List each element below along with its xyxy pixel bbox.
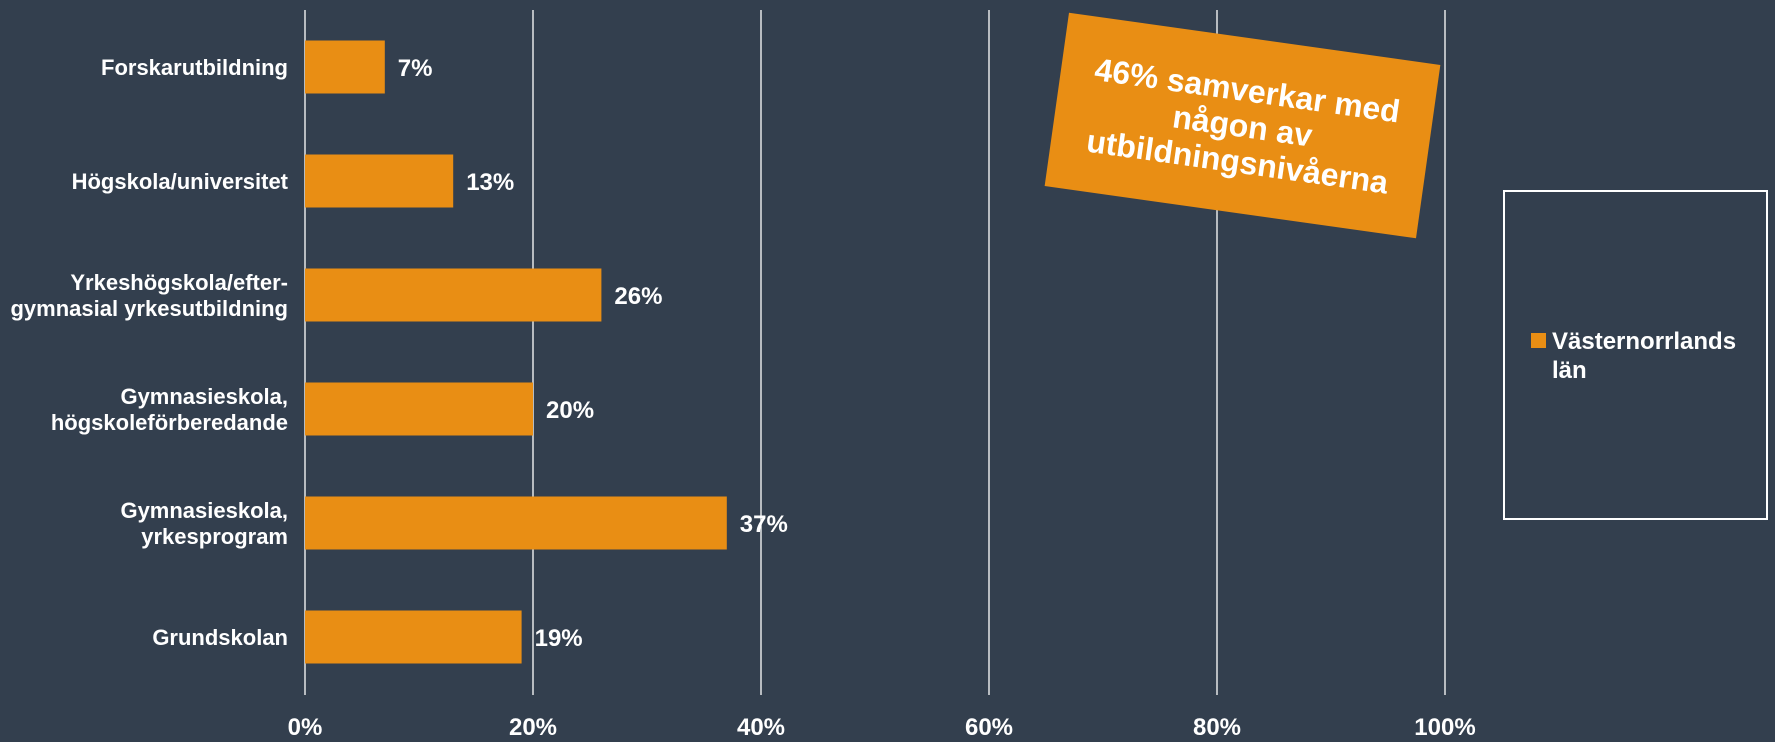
x-tick-label-40: 40% [737, 714, 785, 741]
bar-5 [305, 610, 522, 664]
data-label-4: 37% [740, 511, 788, 538]
category-label-4: Gymnasieskola, yrkesprogram [120, 498, 288, 549]
bar-4 [305, 496, 727, 550]
category-label-1: Högskola/universitet [72, 169, 289, 194]
bar-0 [305, 40, 385, 94]
bar-3 [305, 382, 533, 436]
category-label-2: Yrkeshögskola/efter-gymnasial yrkesutbil… [10, 270, 288, 321]
legend-item: Västernorrlands län [1531, 327, 1762, 385]
category-label-3: Gymnasieskola, högskoleförberedande [51, 384, 288, 435]
x-tick-label-0: 0% [288, 714, 323, 741]
x-tick-label-60: 60% [965, 714, 1013, 741]
bar-1 [305, 154, 454, 208]
legend-label: Västernorrlands län [1552, 328, 1737, 384]
x-tick-label-100: 100% [1414, 714, 1475, 741]
bar-2 [305, 268, 602, 322]
x-tick-label-80: 80% [1193, 714, 1241, 741]
legend-swatch [1531, 333, 1546, 348]
data-label-1: 13% [466, 169, 514, 196]
category-label-0: Forskarutbildning [101, 55, 288, 80]
data-label-3: 20% [546, 397, 594, 424]
data-label-0: 7% [398, 55, 433, 82]
legend: Västernorrlands län [1503, 190, 1768, 520]
data-label-5: 19% [535, 625, 583, 652]
annotation-text: 46% samverkar med någon av utbildningsni… [1084, 50, 1403, 201]
x-tick-label-20: 20% [509, 714, 557, 741]
category-label-5: Grundskolan [152, 625, 288, 650]
data-label-2: 26% [614, 283, 662, 310]
